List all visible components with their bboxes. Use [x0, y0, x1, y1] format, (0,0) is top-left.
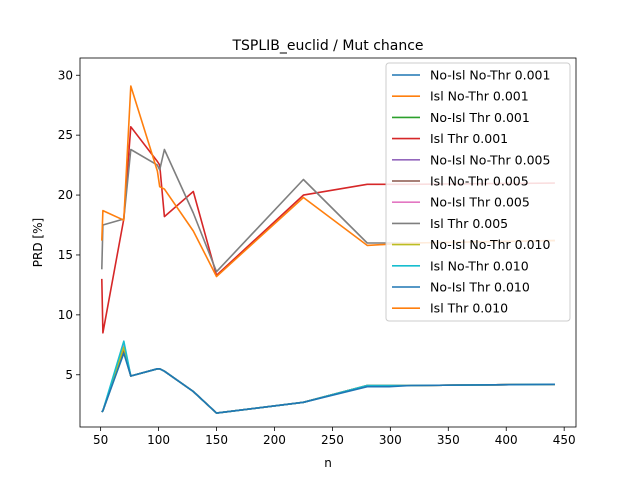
- y-tick-label: 20: [58, 188, 73, 202]
- y-tick-label: 5: [65, 368, 73, 382]
- legend-label: Isl Thr 0.005: [430, 216, 508, 231]
- legend-label: No-Isl No-Thr 0.005: [430, 152, 550, 167]
- x-tick-label: 300: [379, 433, 402, 447]
- x-tick-label: 400: [495, 433, 518, 447]
- legend: No-Isl No-Thr 0.001 Isl No-Thr 0.001 No-Is…: [385, 62, 571, 322]
- legend-label: No-Isl No-Thr 0.001: [430, 68, 550, 83]
- y-tick-label: 10: [58, 308, 73, 322]
- legend-label: Isl Thr 0.001: [430, 131, 508, 146]
- x-tick-label: 250: [321, 433, 344, 447]
- y-tick-label: 25: [58, 128, 73, 142]
- chart-title: TSPLIB_euclid / Mut chance: [231, 38, 423, 54]
- y-tick-label: 15: [58, 248, 73, 262]
- x-tick-label: 200: [263, 433, 286, 447]
- x-tick-label: 50: [93, 433, 108, 447]
- x-tick-label: 150: [205, 433, 228, 447]
- legend-label: Isl No-Thr 0.001: [430, 89, 529, 104]
- legend-label: No-Isl Thr 0.010: [430, 280, 530, 295]
- legend-box: [385, 62, 571, 322]
- x-tick-label: 450: [553, 433, 576, 447]
- y-axis-ticks: 5 10 15 20 25 30: [58, 68, 80, 382]
- x-axis-ticks: 50 100 150 200 250 300 350 400 450: [93, 427, 576, 447]
- legend-label: No-Isl No-Thr 0.010: [430, 237, 550, 252]
- x-tick-label: 350: [437, 433, 460, 447]
- y-axis-label: PRD [%]: [31, 218, 45, 267]
- legend-label: No-Isl Thr 0.001: [430, 110, 530, 125]
- legend-label: Isl Thr 0.010: [430, 301, 508, 316]
- legend-label: Isl No-Thr 0.005: [430, 174, 529, 189]
- legend-label: Isl No-Thr 0.010: [430, 258, 529, 273]
- y-tick-label: 30: [58, 68, 73, 82]
- legend-label: No-Isl Thr 0.005: [430, 195, 530, 210]
- plot-lines: [101, 85, 555, 414]
- series-line-11: [101, 352, 555, 414]
- plot-frame: [79, 57, 577, 428]
- x-axis-label: n: [324, 456, 332, 470]
- x-tick-label: 100: [147, 433, 170, 447]
